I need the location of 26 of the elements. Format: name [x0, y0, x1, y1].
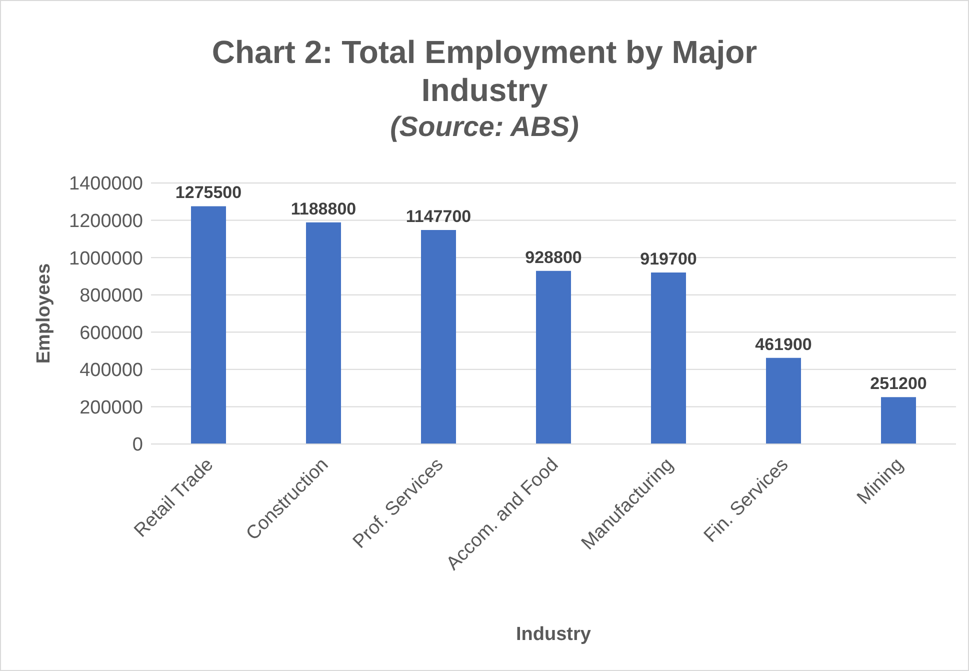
bar [766, 358, 801, 444]
y-axis-title: Employees [34, 263, 55, 364]
chart-title: Chart 2: Total Employment by Major Industry [210, 33, 758, 109]
bar [881, 397, 916, 444]
bar [536, 270, 571, 444]
data-label: 1188800 [290, 199, 356, 218]
data-label: 1275500 [175, 183, 242, 202]
y-tick-label: 1400000 [69, 174, 143, 195]
bar [306, 222, 341, 444]
bar [421, 230, 456, 444]
y-tick-label: 1200000 [69, 211, 143, 232]
data-label: 919700 [640, 250, 697, 269]
x-axis-title: Industry [516, 624, 592, 645]
data-label: 1147700 [406, 207, 472, 226]
y-tick-label: 800000 [80, 286, 143, 307]
bar [651, 272, 686, 444]
chart-subtitle: (Source: ABS) [389, 110, 580, 144]
y-tick-label: 0 [132, 434, 143, 456]
y-tick-label: 200000 [80, 397, 143, 418]
data-label: 461900 [755, 334, 812, 354]
y-tick-label: 600000 [80, 322, 143, 344]
bar [191, 206, 226, 444]
data-label: 251200 [870, 374, 927, 394]
data-label: 928800 [525, 248, 582, 267]
y-tick-label: 1000000 [69, 248, 143, 270]
y-tick-label: 400000 [80, 360, 143, 382]
